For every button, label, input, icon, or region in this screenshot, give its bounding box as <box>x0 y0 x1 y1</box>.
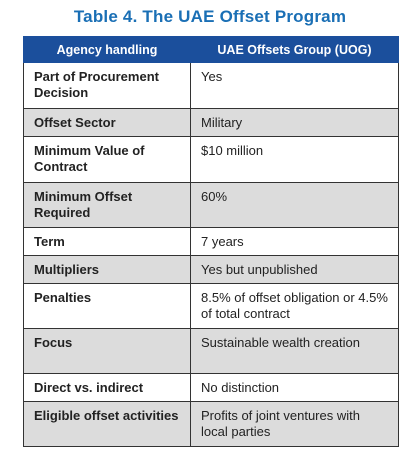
table-row: Penalties 8.5% of offset obligation or 4… <box>23 283 399 329</box>
table-title: Table 4. The UAE Offset Program <box>73 7 347 26</box>
row-label: Focus <box>23 328 191 374</box>
row-value: Profits of joint ventures with local par… <box>190 401 399 447</box>
row-label: Minimum Offset Required <box>23 182 191 228</box>
row-value: Yes but unpublished <box>190 255 399 284</box>
row-label: Direct vs. indirect <box>23 373 191 402</box>
row-label: Offset Sector <box>23 108 191 137</box>
row-label: Eligible offset activities <box>23 401 191 447</box>
row-label: Term <box>23 227 191 256</box>
table-row: Offset Sector Military <box>23 108 399 137</box>
row-label: Minimum Value of Contract <box>23 136 191 183</box>
row-value: $10 million <box>190 136 399 183</box>
row-value: Military <box>190 108 399 137</box>
row-value: 8.5% of offset obligation or 4.5% of tot… <box>190 283 399 329</box>
table-row: Minimum Offset Required 60% <box>23 182 399 228</box>
table-row: Multipliers Yes but unpublished <box>23 255 399 284</box>
row-value: Yes <box>190 62 399 109</box>
row-label: Part of Procurement Decision <box>23 62 191 109</box>
table-row: Part of Procurement Decision Yes <box>23 62 399 109</box>
table-row: Minimum Value of Contract $10 million <box>23 136 399 183</box>
header-agency-handling: Agency handling <box>23 36 191 63</box>
table-row: Direct vs. indirect No distinction <box>23 373 399 402</box>
row-value: 7 years <box>190 227 399 256</box>
row-value: 60% <box>190 182 399 228</box>
row-label: Multipliers <box>23 255 191 284</box>
row-value: Sustainable wealth creation <box>190 328 399 374</box>
table-header-row: Agency handling UAE Offsets Group (UOG) <box>23 36 399 63</box>
row-value: No distinction <box>190 373 399 402</box>
table-row: Term 7 years <box>23 227 399 256</box>
table-row: Eligible offset activities Profits of jo… <box>23 401 399 447</box>
offset-program-table: Agency handling UAE Offsets Group (UOG) … <box>23 36 399 447</box>
row-label: Penalties <box>23 283 191 329</box>
header-uae-offsets-group: UAE Offsets Group (UOG) <box>190 36 399 63</box>
table-row: Focus Sustainable wealth creation <box>23 328 399 374</box>
